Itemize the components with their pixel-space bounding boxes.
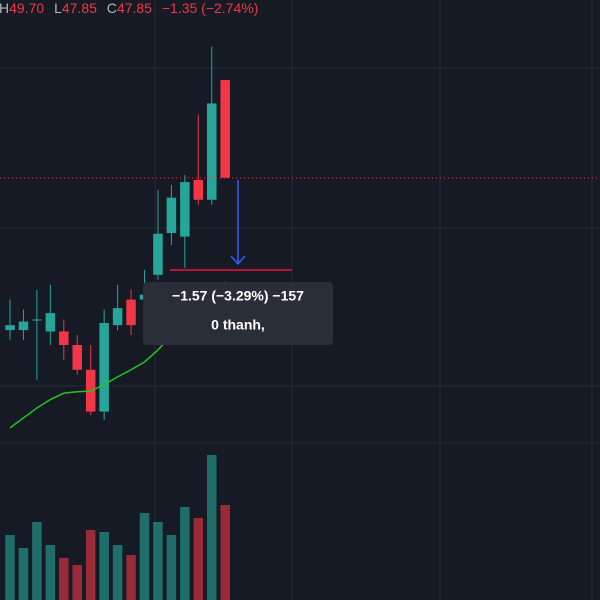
header-label: H (0, 0, 9, 16)
candle-body (220, 80, 230, 178)
candle-body (45, 313, 56, 332)
volume-bar (72, 565, 82, 600)
volume-bar (32, 522, 42, 600)
header-label: C (107, 0, 117, 16)
header-value: 47.85 (62, 0, 97, 16)
volume (5, 455, 230, 600)
arrow-head (230, 255, 246, 266)
tooltip-line: 0 thanh, (211, 317, 265, 333)
ohlc-header: H49.70 L47.85 C47.85 −1.35 (−2.74%) (0, 0, 258, 16)
volume-bar (99, 532, 109, 600)
volume-bar (85, 530, 96, 600)
candles (5, 46, 230, 421)
candle-body (18, 321, 29, 331)
candle-body (32, 319, 42, 321)
candle-body (72, 344, 82, 370)
candle-body (126, 299, 136, 326)
candle-body (112, 308, 123, 326)
volume-bar (59, 558, 69, 600)
volume-bar (220, 505, 230, 600)
candle-body (207, 103, 217, 200)
tooltip-line: −1.57 (−3.29%) −157 (172, 288, 304, 304)
volume-bar (5, 535, 15, 600)
volume-bar (139, 513, 150, 600)
volume-bar (18, 548, 29, 600)
volume-bar (207, 455, 217, 600)
header-label: L (54, 0, 62, 16)
candle-body (153, 233, 163, 275)
header-value: 49.70 (9, 0, 44, 16)
volume-bar (112, 545, 123, 600)
volume-bar (180, 507, 190, 600)
tooltip-box (143, 282, 333, 345)
volume-bar (166, 535, 177, 600)
volume-bar (153, 522, 163, 600)
candle-body (193, 179, 204, 200)
volume-bar (126, 555, 136, 600)
volume-bar (193, 518, 204, 600)
candle-body (99, 323, 109, 412)
header-change: −1.35 (−2.74%) (162, 0, 259, 16)
candle-body (180, 182, 190, 237)
header-value: 47.85 (117, 0, 152, 16)
candle-body (59, 331, 69, 345)
candle-body (5, 325, 15, 331)
volume-bar (45, 545, 56, 600)
candle-body (166, 197, 177, 234)
